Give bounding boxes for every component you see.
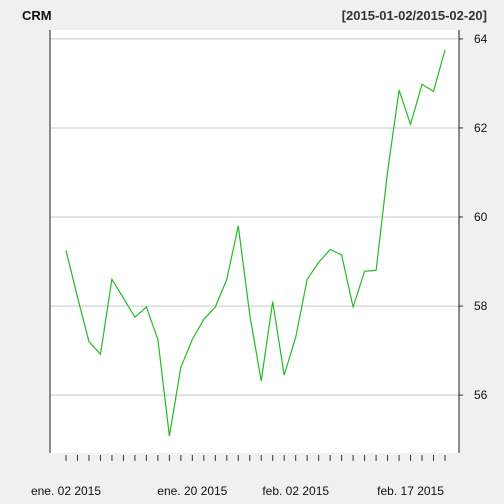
y-tick-label: 64 [474,32,488,46]
x-tick-label: feb. 02 2015 [262,484,329,498]
chart-title: CRM [22,8,52,23]
plot-background [50,30,459,453]
y-tick-label: 60 [474,210,488,224]
x-tick-label: ene. 02 2015 [31,484,101,498]
price-line [65,49,446,437]
y-tick-label: 62 [474,121,488,135]
date-range-label: [2015-01-02/2015-02-20] [342,8,487,23]
x-tick-label: ene. 20 2015 [157,484,227,498]
plot-area: 56 58 60 62 64 ene. 02 2015 ene. 20 2015 feb. 0… [31,30,488,498]
y-tick-label: 58 [474,299,488,313]
x-tick-label: feb. 17 2015 [377,484,444,498]
y-tick-label: 56 [474,388,488,402]
